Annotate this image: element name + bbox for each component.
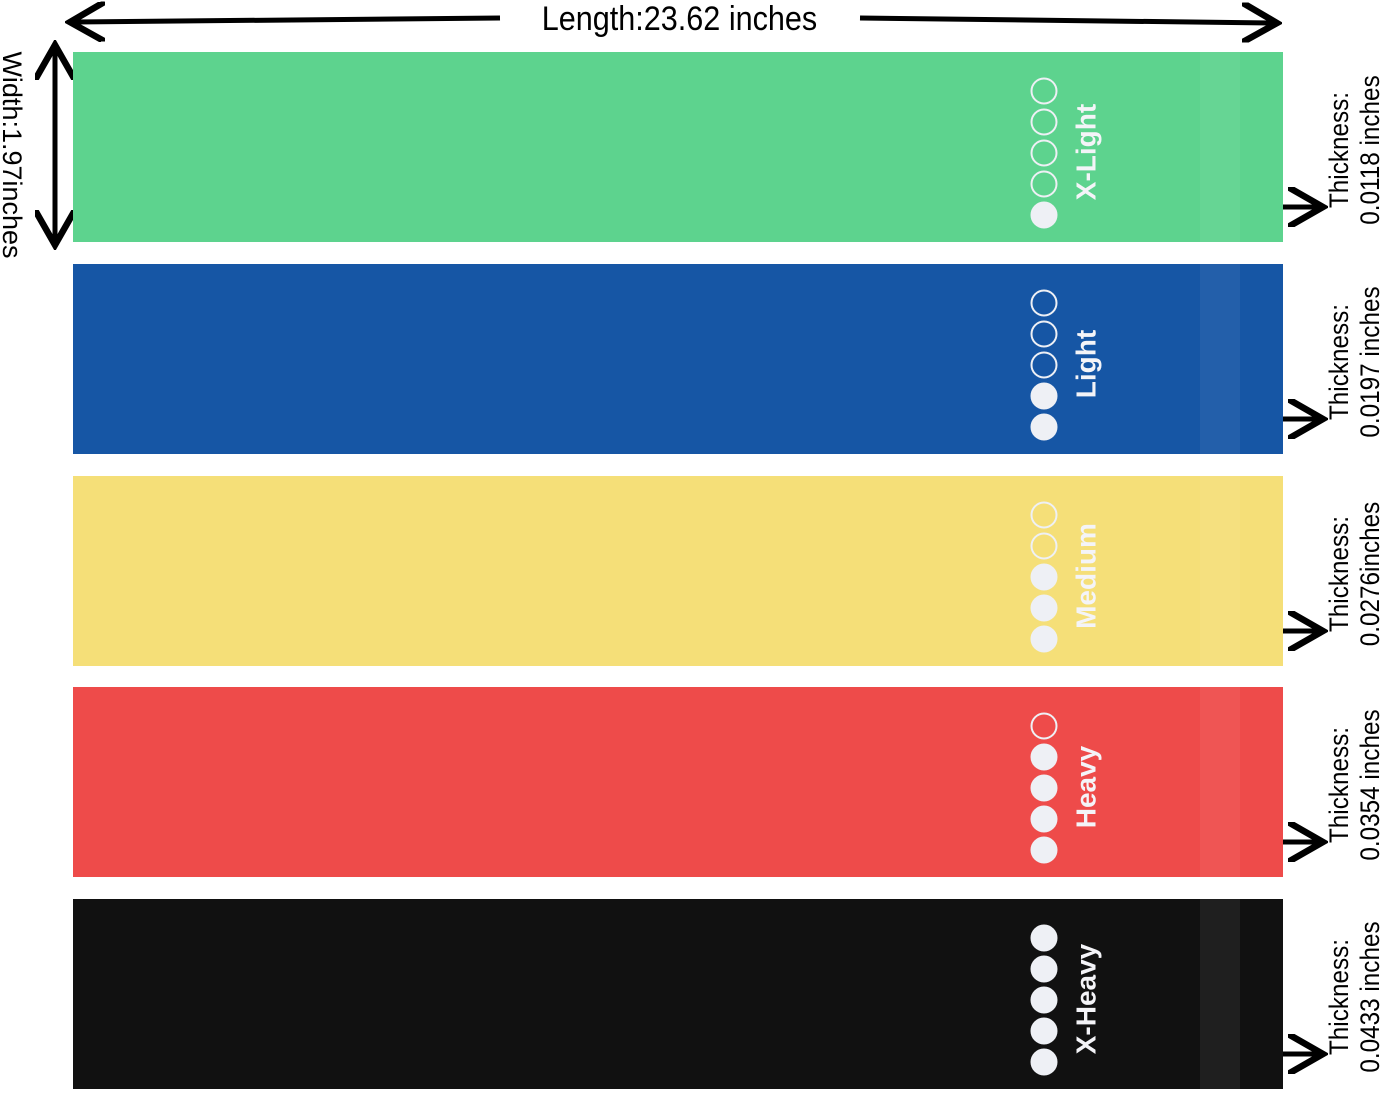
level-dot-empty <box>1030 170 1058 198</box>
band-label: X-Heavy <box>1070 943 1101 1054</box>
band-label: Medium <box>1070 523 1101 629</box>
thickness-value: 0.0197 inches <box>1356 286 1385 437</box>
band-sheen <box>1200 899 1240 1089</box>
band <box>73 687 1283 877</box>
band-sheen <box>1200 52 1240 242</box>
thickness-value: 0.0354 inches <box>1356 709 1385 860</box>
width-label: Width:1.97inches <box>0 51 27 258</box>
level-dot-filled <box>1030 201 1058 229</box>
length-arrow-left <box>75 18 501 22</box>
level-dot-filled <box>1030 805 1058 833</box>
thickness-caption: Thickness: <box>1325 92 1354 208</box>
level-dot-filled <box>1030 382 1058 410</box>
thickness-caption: Thickness: <box>1325 727 1354 843</box>
length-arrow-right <box>859 18 1272 23</box>
thickness-value: 0.0433 inches <box>1356 921 1385 1072</box>
band <box>73 264 1283 454</box>
level-dot-empty <box>1030 532 1058 560</box>
level-dot-filled <box>1030 563 1058 591</box>
thickness-caption: Thickness: <box>1325 516 1354 632</box>
level-dot-filled <box>1030 836 1058 864</box>
level-dot-filled <box>1030 924 1058 952</box>
band <box>73 899 1283 1089</box>
band-sheen <box>1200 264 1240 454</box>
thickness-caption: Thickness: <box>1325 939 1354 1055</box>
level-dot-filled <box>1030 594 1058 622</box>
level-dot-empty <box>1030 139 1058 167</box>
level-dot-filled <box>1030 625 1058 653</box>
level-dot-empty <box>1030 501 1058 529</box>
level-dot-filled <box>1030 743 1058 771</box>
level-dot-filled <box>1030 774 1058 802</box>
level-dot-filled <box>1030 413 1058 441</box>
band-label: X-Light <box>1070 104 1101 200</box>
band-label: Heavy <box>1070 745 1101 828</box>
level-dot-filled <box>1030 1017 1058 1045</box>
band-label: Light <box>1070 330 1101 398</box>
band-sheen <box>1200 476 1240 666</box>
band-sheen <box>1200 687 1240 877</box>
level-dot-filled <box>1030 986 1058 1014</box>
length-label: Length:23.62 inches <box>542 0 817 37</box>
level-dot-empty <box>1030 108 1058 136</box>
band <box>73 476 1283 666</box>
level-dot-empty <box>1030 351 1058 379</box>
level-dot-empty <box>1030 712 1058 740</box>
level-dot-filled <box>1030 1048 1058 1076</box>
level-dot-empty <box>1030 77 1058 105</box>
thickness-value: 0.0276inches <box>1356 502 1385 646</box>
level-dot-filled <box>1030 955 1058 983</box>
thickness-caption: Thickness: <box>1325 304 1354 420</box>
band <box>73 52 1283 242</box>
level-dot-empty <box>1030 320 1058 348</box>
level-dot-empty <box>1030 289 1058 317</box>
thickness-value: 0.0118 inches <box>1356 75 1385 224</box>
